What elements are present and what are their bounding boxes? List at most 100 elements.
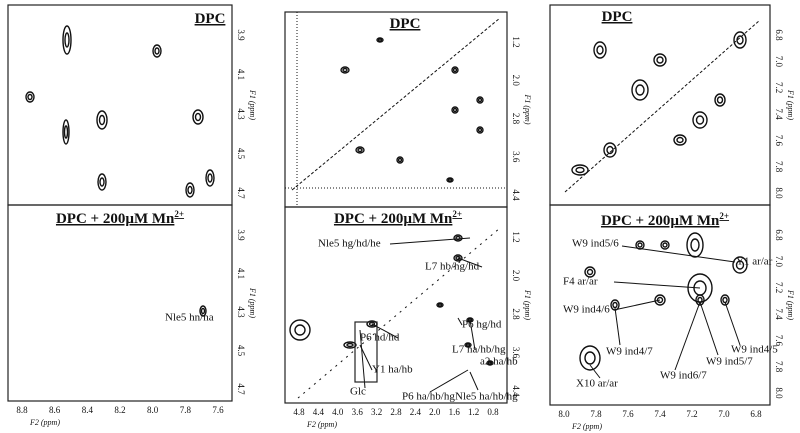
leader-line	[429, 369, 469, 393]
f1-tick-label: 6.8	[774, 229, 784, 241]
contour	[612, 301, 618, 309]
contour	[714, 93, 726, 107]
contour	[584, 266, 596, 278]
f2-tick-label: 2.0	[429, 407, 441, 417]
contour	[476, 126, 484, 134]
contour	[200, 307, 206, 315]
f1-tick-label: 3.9	[236, 229, 246, 241]
contour	[660, 240, 670, 250]
f2-tick-label: 7.8	[590, 409, 602, 419]
f1-tick-label: 7.8	[774, 161, 784, 173]
f1-tick-label: 1.2	[511, 36, 521, 47]
title-text: DPC	[195, 11, 226, 27]
contour	[686, 232, 704, 258]
f1-tick-label: 2.8	[511, 113, 521, 125]
peak-annotation: X10 ar/ar	[576, 378, 618, 390]
f1-axis-label: F1 (ppm)	[786, 289, 795, 320]
f1-axis-label: F1 (ppm)	[523, 289, 532, 320]
f2-tick-label: 7.6	[622, 409, 634, 419]
contour	[446, 177, 454, 183]
contour	[736, 35, 744, 45]
diagonal	[564, 19, 761, 193]
leader-line	[613, 299, 661, 311]
contour	[673, 134, 687, 146]
contour	[716, 96, 724, 104]
peak-annotation: L7 ha/hb/hg	[452, 344, 506, 356]
f1-tick-label: 7.6	[774, 335, 784, 347]
contour	[631, 79, 649, 101]
contour	[732, 256, 748, 274]
contour	[455, 255, 461, 261]
contour	[340, 66, 350, 74]
contour	[289, 319, 311, 341]
contour	[486, 360, 494, 366]
peak-annotation: P6 hd/hd	[360, 332, 400, 344]
title-superscript: 2+	[174, 209, 184, 219]
f1-tick-label: 4.1	[236, 69, 246, 80]
contour	[192, 109, 204, 125]
contour	[692, 111, 708, 129]
f2-tick-label: 3.6	[352, 407, 364, 417]
contour	[62, 119, 70, 145]
contour	[377, 38, 383, 42]
leader-line	[724, 301, 741, 346]
contour	[346, 342, 354, 348]
contour	[635, 84, 645, 96]
contour	[152, 44, 162, 58]
contour	[455, 235, 461, 241]
contour	[596, 45, 604, 55]
contour	[676, 136, 684, 144]
leader-line	[359, 329, 366, 389]
f1-axis-label: F1 (ppm)	[786, 89, 795, 120]
f1-tick-label: 7.0	[774, 56, 784, 68]
contour	[357, 147, 363, 153]
leader-line	[614, 307, 621, 346]
peak-annotation: W9 ind6/7	[660, 370, 707, 382]
contour	[722, 296, 728, 304]
f1-tick-label: 7.2	[774, 82, 784, 93]
leader-line	[613, 281, 701, 289]
panel-frame	[284, 11, 508, 208]
contour	[453, 254, 463, 262]
f2-tick-label: 1.2	[468, 407, 479, 417]
f2-tick-label: 8.0	[147, 405, 159, 415]
f2-tick-label: 2.8	[390, 407, 402, 417]
diagonal	[291, 17, 501, 191]
contour	[656, 296, 664, 304]
panel-frame	[7, 4, 233, 206]
peak-annotation: F4 ar/ar	[563, 276, 598, 288]
peak-annotation: Y1 ar/ar	[736, 256, 773, 268]
f2-tick-label: 4.0	[332, 407, 344, 417]
contour	[355, 146, 365, 154]
contour	[603, 142, 617, 158]
contour	[97, 173, 107, 191]
contour	[476, 96, 484, 104]
f1-tick-label: 7.0	[774, 256, 784, 268]
f2-axis-label: F2 (ppm)	[306, 420, 337, 429]
contour	[656, 56, 664, 64]
contour	[187, 185, 193, 195]
f2-tick-label: 8.2	[114, 405, 125, 415]
peak-annotation: a2 ha/hb	[480, 356, 518, 368]
f1-tick-label: 7.4	[774, 108, 784, 120]
peak-annotation: P6 ha/hb/hg	[402, 391, 455, 403]
peak-annotation: W9 ind5/7	[706, 356, 753, 368]
leader-line	[389, 237, 471, 245]
contour	[451, 106, 459, 114]
peak-annotation: W9 ind4/5	[731, 344, 778, 356]
peak-annotation: Y1 ha/hb	[372, 364, 413, 376]
contour	[185, 182, 195, 198]
f1-tick-label: 4.4	[511, 385, 521, 397]
f2-tick-label: 6.8	[750, 409, 762, 419]
title-superscript: 2+	[719, 211, 729, 221]
contour	[25, 91, 35, 103]
contour	[447, 178, 453, 182]
contour	[464, 342, 472, 348]
f2-axis-label: F2 (ppm)	[29, 418, 60, 427]
leader-line	[699, 301, 719, 356]
f2-tick-label: 7.6	[212, 405, 224, 415]
contour	[452, 67, 458, 73]
f2-tick-label: 0.8	[487, 407, 499, 417]
contour	[436, 302, 444, 308]
